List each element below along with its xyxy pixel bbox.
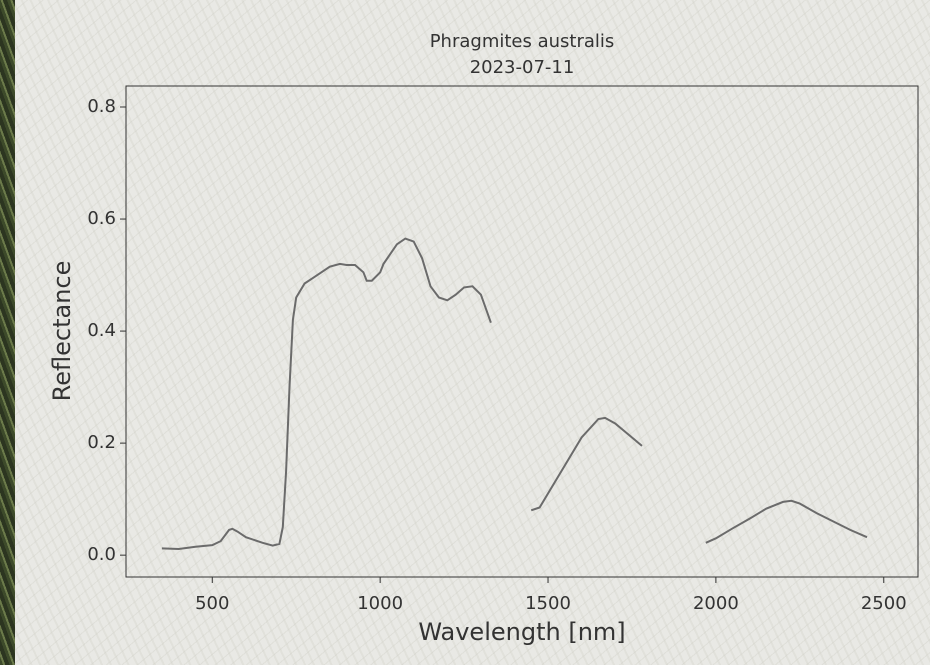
y-tick-label: 0.6: [87, 208, 116, 229]
y-tick-label: 0.0: [87, 544, 116, 565]
background-panel: [15, 0, 930, 665]
x-tick-label: 500: [195, 593, 229, 614]
y-tick-label: 0.4: [87, 320, 116, 341]
x-axis-label: Wavelength [nm]: [418, 618, 625, 646]
x-tick-label: 1000: [357, 593, 403, 614]
spectrum-line: [161, 237, 868, 551]
y-tick-label: 0.2: [87, 432, 116, 453]
x-tick-label: 2500: [861, 593, 907, 614]
y-axis-label: Reflectance: [48, 261, 76, 402]
chart-title: Phragmites australis: [430, 31, 615, 52]
chart-subtitle: 2023-07-11: [470, 57, 575, 78]
x-tick-label: 1500: [525, 593, 571, 614]
y-tick-label: 0.8: [87, 96, 116, 117]
x-tick-label: 2000: [693, 593, 739, 614]
